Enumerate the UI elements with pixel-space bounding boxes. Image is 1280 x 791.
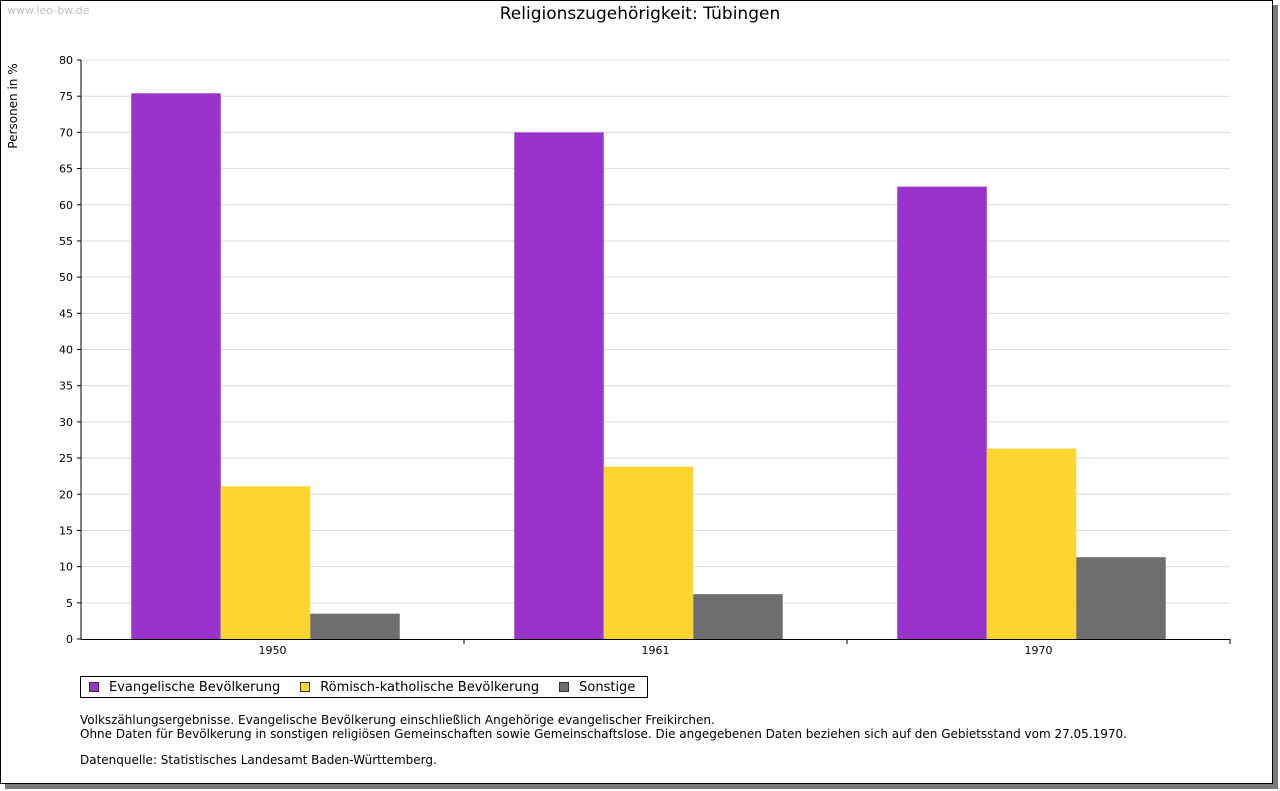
y-tick-label: 5 (66, 597, 73, 610)
legend-item-katholisch: Römisch-katholische Bevölkerung (300, 680, 539, 695)
bar-1950-2 (220, 486, 311, 639)
bar-1961-2 (603, 466, 694, 639)
watermark: www.leo-bw.de (7, 4, 90, 17)
y-tick-label: 65 (59, 163, 73, 176)
y-tick-label: 40 (59, 344, 73, 357)
bar-1961-1 (514, 132, 604, 639)
y-tick-label: 50 (59, 271, 73, 284)
data-source: Datenquelle: Statistisches Landesamt Bad… (80, 753, 437, 767)
legend-label-evangelisch: Evangelische Bevölkerung (109, 679, 281, 695)
x-tick-label: 1961 (642, 644, 670, 657)
y-tick-label: 30 (59, 416, 73, 429)
footnotes: Volkszählungsergebnisse. Evangelische Be… (80, 713, 1127, 767)
y-tick-label: 15 (59, 524, 73, 537)
x-tick-label: 1950 (259, 644, 287, 657)
bar-1970-3 (1076, 557, 1166, 639)
legend-swatch-katholisch (300, 682, 311, 692)
footnote-line-1: Volkszählungsergebnisse. Evangelische Be… (80, 713, 715, 727)
legend-item-sonstige: Sonstige (559, 680, 635, 695)
bar-1970-1 (897, 186, 987, 639)
legend-label-sonstige: Sonstige (579, 679, 636, 695)
legend: Evangelische Bevölkerung Römisch-katholi… (80, 676, 649, 698)
legend-item-evangelisch: Evangelische Bevölkerung (89, 680, 280, 695)
y-tick-label: 20 (59, 488, 73, 501)
y-tick-label: 80 (59, 54, 73, 67)
y-tick-label: 25 (59, 452, 73, 465)
y-tick-label: 55 (59, 235, 73, 248)
y-tick-label: 0 (66, 633, 73, 646)
bar-1961-3 (693, 594, 783, 639)
y-tick-label: 10 (59, 561, 73, 574)
y-tick-label: 75 (59, 90, 73, 103)
y-tick-label: 70 (59, 126, 73, 139)
bar-1970-2 (986, 448, 1077, 639)
y-tick-label: 45 (59, 307, 73, 320)
legend-label-katholisch: Römisch-katholische Bevölkerung (320, 679, 540, 695)
footnote-line-2: Ohne Daten für Bevölkerung in sonstigen … (80, 727, 1127, 741)
chart-title: Religionszugehörigkeit: Tübingen (499, 4, 781, 24)
y-tick-label: 35 (59, 380, 73, 393)
legend-swatch-evangelisch (89, 682, 99, 692)
bar-chart: 0 5 10 15 20 25 30 35 40 45 50 55 60 65 70 75 80 1950 1961… (59, 54, 1231, 657)
y-tick-label: 60 (59, 199, 73, 212)
x-tick-label: 1970 (1025, 644, 1053, 657)
bar-1950-1 (131, 93, 221, 640)
bar-1950-3 (310, 613, 400, 639)
legend-swatch-sonstige (559, 682, 570, 692)
